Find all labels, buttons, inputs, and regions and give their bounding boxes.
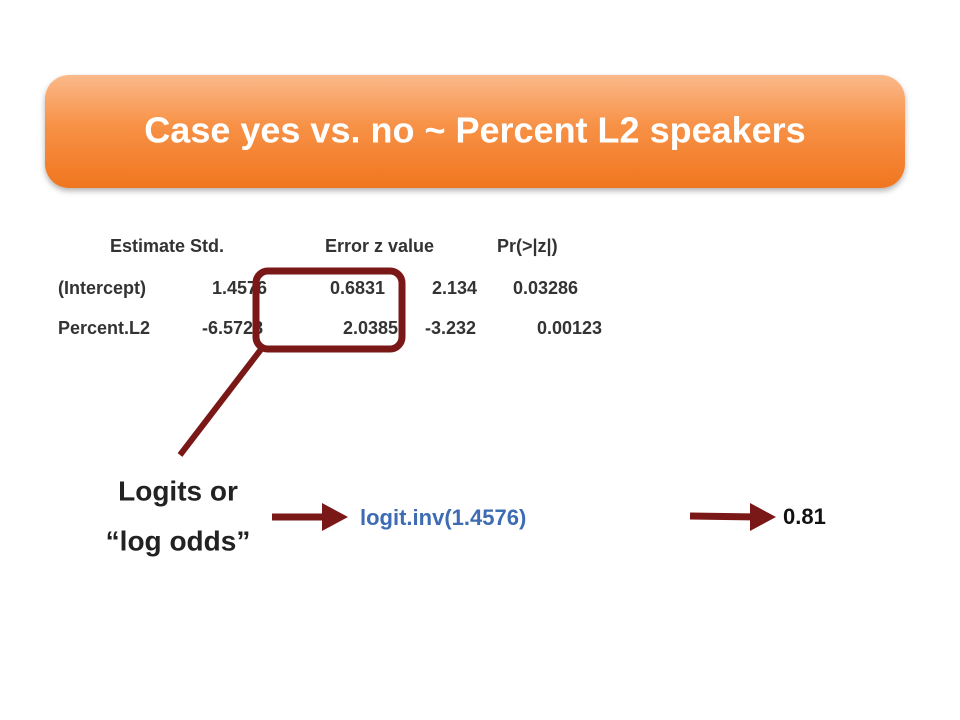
result: 0.81 <box>783 504 826 529</box>
highlight-box <box>252 267 406 353</box>
callout-line <box>177 346 265 457</box>
callout-text: Logits or <box>118 475 238 506</box>
arrow <box>272 503 348 531</box>
table-cell: 0.00123 <box>537 318 602 338</box>
title-banner <box>45 75 905 188</box>
callout-text: “log odds” <box>106 525 251 556</box>
table-cell: 0.03286 <box>513 278 578 298</box>
coef-table: Estimate Std. Error z value Pr(>|z|) (Inter… <box>58 236 602 338</box>
row-label: (Intercept) <box>58 278 146 298</box>
row-label: Percent.L2 <box>58 318 150 338</box>
table-cell: 0.6831 <box>330 278 385 298</box>
table-cell: -3.232 <box>425 318 476 338</box>
arrow <box>689 503 776 531</box>
table-header: Pr(>|z|) <box>497 236 558 256</box>
formula: logit.inv(1.4576) <box>360 505 526 530</box>
table-header: Error z value <box>325 236 434 256</box>
title: Case yes vs. no ~ Percent L2 speakers <box>144 110 805 151</box>
table-cell: 2.134 <box>432 278 477 298</box>
table-cell: 2.0385 <box>343 318 398 338</box>
table-cell: -6.5728 <box>202 318 263 338</box>
table-header: Estimate Std. <box>110 236 224 256</box>
